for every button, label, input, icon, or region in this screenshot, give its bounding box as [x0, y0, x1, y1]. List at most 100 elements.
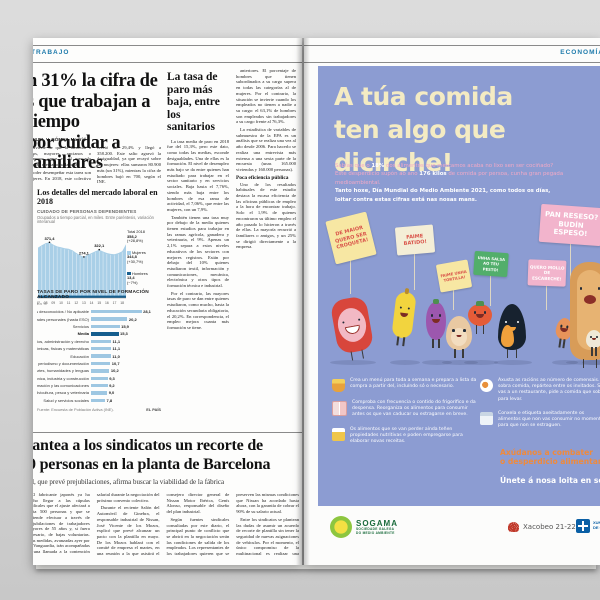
- bar-category-label: Servicios: [72, 323, 89, 329]
- xunta-label-line: XUNTA: [593, 520, 600, 526]
- bar-row: Negocios, administración y derecho 11,1: [37, 338, 161, 345]
- bar-row: Mecánica, electrónica, industria y const…: [37, 375, 161, 382]
- body-paragraph: Uno de los resultados habituales de este…: [236, 181, 296, 250]
- legend-change: (−7%): [127, 279, 138, 285]
- header-rule: [33, 45, 302, 46]
- garlic-eye: [596, 335, 599, 338]
- banana-leg: [402, 337, 405, 347]
- headline-line: n 31% la cifra de: [33, 71, 158, 91]
- mussel-mouth: [508, 327, 516, 331]
- protest-sign: QUERO MOLLO DE ESCABECHE!: [527, 259, 567, 287]
- bar-category-label: Ciencias naturales, químicas, físicas y …: [37, 346, 89, 352]
- bar-category-label: Formación gral. y habilidades personales…: [37, 316, 89, 322]
- protest-sign: FAIME UNHA TORTILLA!: [435, 259, 473, 293]
- mussel-leg: [515, 349, 518, 358]
- bread-eye: [579, 287, 583, 291]
- egg-leg: [454, 349, 456, 358]
- shrimp-leg: [558, 338, 562, 348]
- banana-leg: [396, 336, 400, 346]
- svg-text:08: 08: [44, 301, 48, 305]
- tomato-leg: [482, 325, 485, 334]
- eggplant-leg: [438, 339, 440, 348]
- mussel-eye: [516, 320, 520, 324]
- sign-stick: [490, 270, 492, 306]
- protest-sign: PAN RESESO? BUDÍN ESPESO!: [538, 203, 600, 247]
- legend-value: 13,4: [127, 275, 135, 281]
- cta-line: o desperdicio alimentario.: [500, 457, 600, 467]
- newspaper-page-right: ECONOMÍA A túa comida ten algo que dicir…: [304, 38, 600, 565]
- sogama-logo-icon: [330, 516, 352, 538]
- advert-call-to-action: Axúdanos a combater o desperdicio alimen…: [500, 448, 600, 467]
- secondary-article-body: La tasa media de paro en 2018 fue del 15…: [167, 139, 229, 331]
- bar-rect: [91, 332, 119, 336]
- advert-headline: A túa comida ten algo que dicirche!: [334, 80, 600, 179]
- body-paragraph: Por el contrario, las mayores tasas de p…: [167, 290, 229, 330]
- area-chart: 371,4 274,1 322,1 07 08 09 10 11 12 13 14 15 16 17 18 …: [36, 228, 161, 308]
- body-paragraph: Según fuentes sindicales consultadas por…: [166, 492, 300, 557]
- header-rule: [304, 62, 600, 63]
- cta-line: Axúdanos a combater: [500, 448, 594, 457]
- sogama-subtitle: SOCIEDADE GALEGA: [356, 526, 395, 531]
- legend-marker: [127, 271, 131, 276]
- highlighted-number: 18%: [371, 163, 385, 169]
- banana-eye: [399, 306, 403, 310]
- character-shadow: [390, 360, 420, 365]
- bar-rect: [91, 361, 111, 366]
- tip-text: Comproba con frecuencia o contido do fri…: [352, 400, 476, 418]
- tip-text: Conxela e etiqueta axeitadamente os alim…: [498, 410, 600, 429]
- tomato-eye: [483, 311, 487, 314]
- character-shadow: [494, 360, 532, 365]
- containers-icon: [480, 411, 493, 425]
- bread-leg: [582, 359, 585, 368]
- headline-line: lantea a los sindicatos un recorte de: [33, 437, 263, 454]
- column-subhead: Poca eficiencia pública: [236, 174, 289, 181]
- ham-eye: [357, 318, 361, 322]
- legend-entry: Total 2018 358,2 (+28,8%): [127, 229, 161, 244]
- secondary-headline: La tasa de paro más baja, entre los sani…: [167, 71, 220, 133]
- character-shadow: [552, 360, 578, 365]
- sogama-subtitle: DO MEDIO AMBIENTE: [356, 530, 395, 535]
- bar-category-label: Media: [77, 331, 89, 337]
- egg-eye: [463, 328, 466, 332]
- protest-sign: DE MAIOR QUERO SER CROQUETA!: [325, 211, 377, 265]
- legend-change: (+30,7%): [127, 259, 143, 265]
- bar-category-label: Sectores desconocidos / No aplicable: [37, 309, 89, 315]
- bread-eye: [597, 287, 600, 291]
- bread-leg: [595, 359, 598, 368]
- newspaper-page-left: TRABAJO n 31% la cifra de s que trabajan…: [33, 38, 302, 565]
- garlic-leg: [595, 347, 597, 356]
- svg-text:11: 11: [67, 301, 71, 305]
- svg-text:17: 17: [113, 301, 117, 305]
- bread-mouth: [584, 295, 596, 305]
- bar-row: Ciencias sociales, periodismo y document…: [37, 360, 161, 367]
- bar-value-label: 15,3: [120, 331, 128, 337]
- headline-line: s que trabajan a tiempo: [33, 91, 151, 133]
- bar-category-label: Tecnologías de la información y las comu…: [37, 383, 89, 389]
- tip-item: Conxela e etiqueta axeitadamente os alim…: [480, 411, 600, 430]
- intro-text-segment: Este desperdicio supón ao ano: [335, 171, 420, 178]
- tip-text: Os alimentos que se van perder aínda teñ…: [350, 426, 463, 445]
- egg-leg: [462, 349, 464, 358]
- svg-text:18: 18: [120, 301, 124, 305]
- legend-change: (+28,8%): [127, 238, 143, 244]
- svg-text:07: 07: [37, 301, 40, 305]
- body-paragraph: Durante el reciente Salón del Automóvil …: [96, 492, 230, 557]
- bar-row: Media 15,3: [37, 330, 161, 337]
- legend-entry: Mujeres 344,8 (+30,7%): [127, 250, 161, 265]
- advert-headline-line: A túa comida: [334, 82, 513, 111]
- legend-label: Hombres: [132, 270, 148, 276]
- advert-footer: SOGAMA SOCIEDADE GALEGA DO MEDIO AMBIENT…: [304, 506, 600, 565]
- headline-line: 0 personas en la planta de Barcelona: [33, 455, 271, 473]
- advert-intro-line: Este desperdicio supón ao ano 176 kilos …: [335, 170, 595, 187]
- legend-label: Total 2018: [127, 229, 145, 235]
- bar-value-label: 20,2: [128, 316, 137, 322]
- bar-category-label: Agricultura, ganadería, silvicultura, pe…: [37, 390, 89, 396]
- mussel-eye: [504, 320, 508, 324]
- bar-rect: [91, 369, 110, 373]
- bar-value-label: 28,1: [143, 309, 151, 315]
- chart-block: Los detalles del mercado laboral en 2018…: [36, 188, 161, 308]
- sign-stick: [350, 254, 352, 294]
- advert-intro-line: loitar contra estas cifras está nas nosa…: [335, 196, 595, 204]
- body-paragraph: poder desempeñar esta tarea son mujeres.…: [33, 145, 161, 185]
- garlic-mouth: [592, 338, 596, 341]
